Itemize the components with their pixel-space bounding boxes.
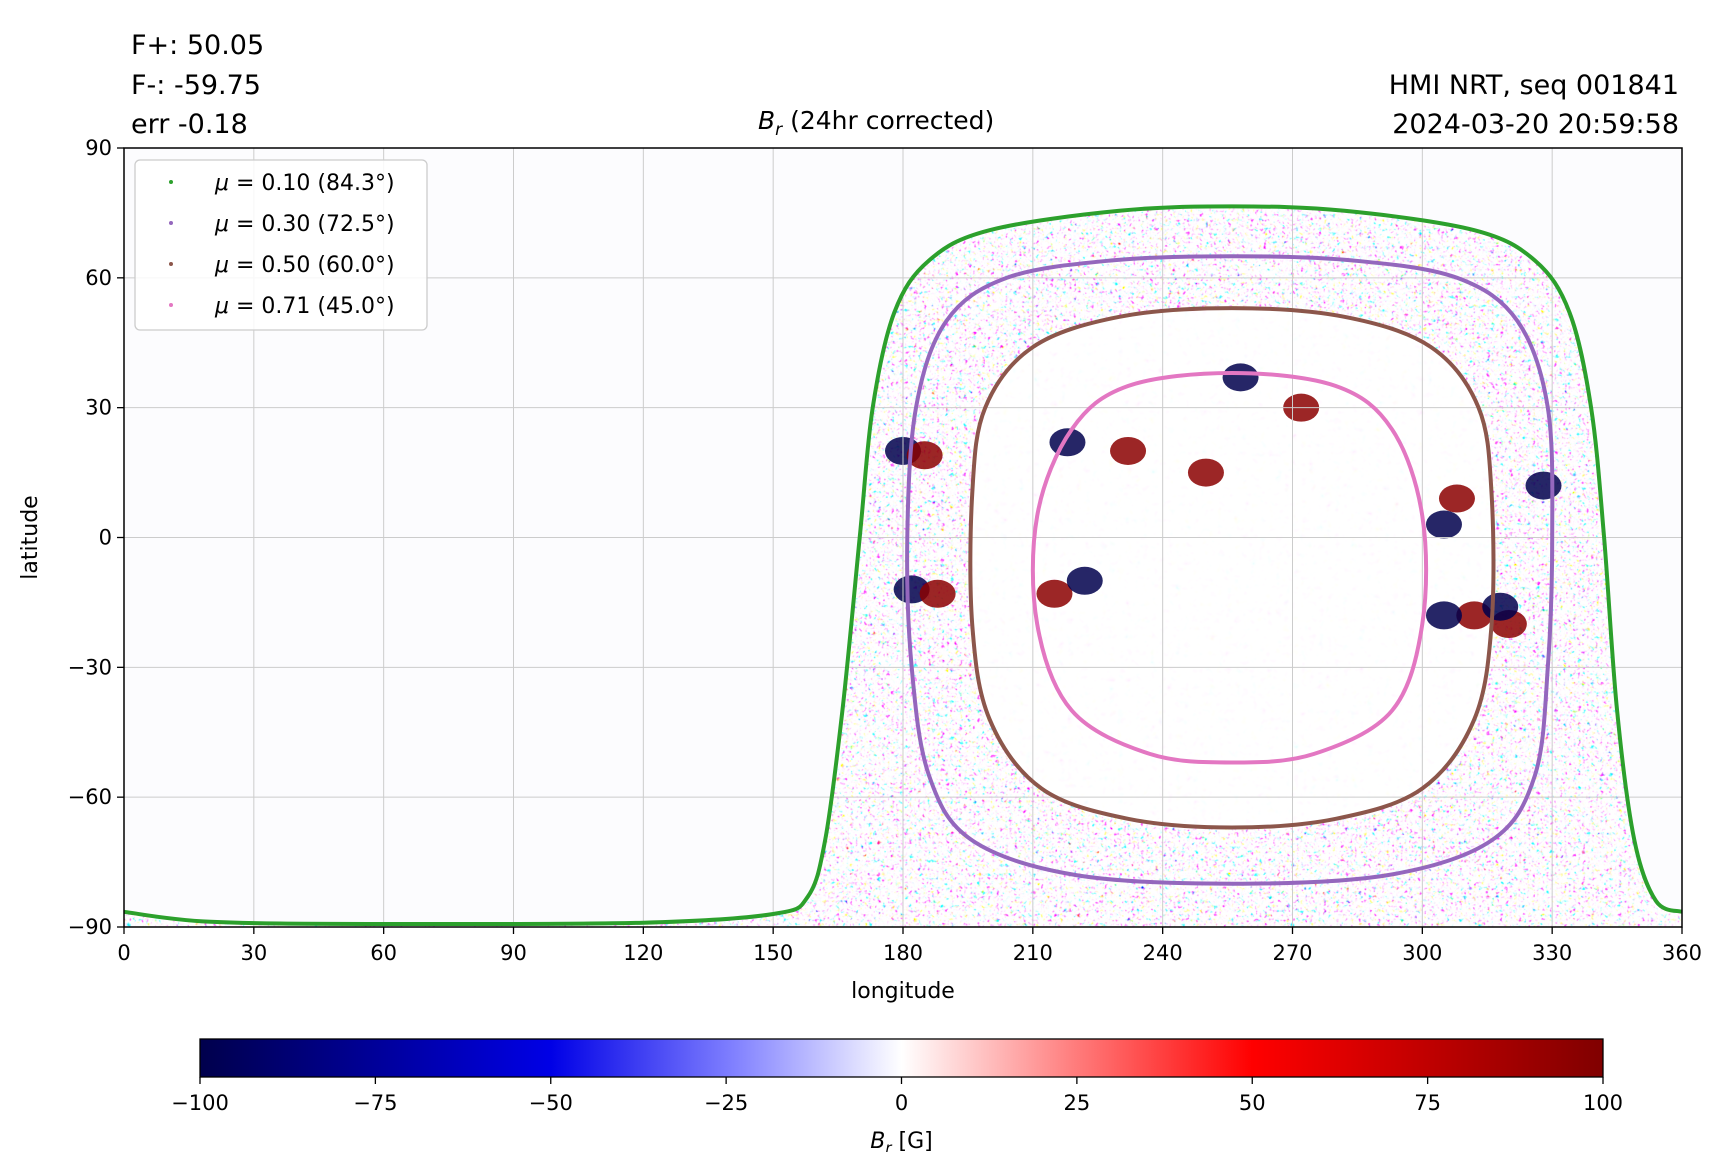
colorbar-gradient: [199, 1038, 1604, 1078]
colorbar-tick-label: 100: [1583, 1091, 1623, 1115]
x-tick-label: 150: [753, 941, 793, 965]
x-axis-title: longitude: [851, 979, 955, 1004]
legend: μ = 0.10 (84.3°)μ = 0.30 (72.5°)μ = 0.50…: [134, 159, 428, 331]
y-tick-label: −90: [68, 915, 112, 939]
legend-mu-symbol: μ: [214, 253, 229, 278]
y-tick-label: −60: [68, 785, 112, 809]
colorbar-tick-label: −25: [704, 1091, 748, 1115]
y-tick-label: −30: [68, 655, 112, 679]
y-tick-label: 90: [85, 136, 112, 160]
active-region-pos: [906, 441, 943, 470]
active-region-pos: [1036, 579, 1073, 608]
legend-mu-value: = 0.50 (60.0°): [229, 253, 395, 278]
chart-title: Br (24hr corrected): [758, 106, 994, 140]
disk-center-noise: [970, 308, 1494, 828]
x-tick-label: 90: [500, 941, 527, 965]
active-region-neg: [1222, 363, 1259, 392]
active-region-pos: [1110, 436, 1147, 465]
legend-label: μ = 0.10 (84.3°): [214, 171, 395, 196]
legend-mu-symbol: μ: [214, 212, 229, 237]
legend-box: [134, 159, 428, 331]
legend-label: μ = 0.50 (60.0°): [214, 253, 395, 278]
legend-mu-value: = 0.10 (84.3°): [229, 171, 395, 196]
x-tick-label: 270: [1272, 941, 1312, 965]
active-region-pos: [1438, 484, 1475, 513]
colorbar-tick-label: 0: [895, 1091, 908, 1115]
x-tick-label: 30: [240, 941, 267, 965]
instrument-label: HMI NRT, seq 001841: [1388, 70, 1679, 101]
contour-mu-050: [968, 306, 1496, 830]
x-tick-label: 360: [1662, 941, 1702, 965]
colorbar-tick-label: 50: [1239, 1091, 1266, 1115]
colorbar-label-symbol: B: [870, 1129, 885, 1152]
y-tick-label: 0: [99, 526, 112, 550]
legend-marker: [169, 303, 173, 307]
contour-mu-030: [905, 254, 1555, 886]
active-region-neg: [1066, 566, 1103, 595]
colorbar-tick-label: 25: [1064, 1091, 1091, 1115]
colorbar-tick-label: −100: [171, 1091, 229, 1115]
colorbar-label-unit: [G]: [892, 1129, 933, 1152]
active-region-neg: [1425, 601, 1462, 630]
active-region-pos: [919, 579, 956, 608]
x-tick-label: 0: [117, 941, 130, 965]
mu-contours: [124, 204, 1682, 927]
colorbar-tick-label: 75: [1414, 1091, 1441, 1115]
flux-error-label: err -0.18: [131, 109, 248, 140]
flux-positive-label: F+: 50.05: [131, 30, 265, 61]
active-region-neg: [1425, 510, 1462, 539]
colorbar-label: Br [G]: [870, 1129, 932, 1152]
active-region-pos: [1187, 458, 1224, 487]
x-tick-label: 210: [1013, 941, 1053, 965]
legend-marker: [169, 180, 173, 184]
x-tick-label: 180: [883, 941, 923, 965]
legend-label: μ = 0.30 (72.5°): [214, 212, 395, 237]
legend-mu-symbol: μ: [214, 294, 229, 319]
contour-mu-010: [124, 204, 1682, 927]
x-tick-label: 120: [623, 941, 663, 965]
legend-mu-value: = 0.71 (45.0°): [229, 294, 395, 319]
x-tick-label: 330: [1532, 941, 1572, 965]
colorbar-tick-label: −50: [529, 1091, 573, 1115]
legend-mu-symbol: μ: [214, 171, 229, 196]
disk-center-field: [970, 308, 1494, 828]
active-region-neg: [1482, 592, 1519, 621]
colorbar: −100 −75 −50 −25 0 25 50 75 100 Br [G]: [171, 1038, 1623, 1152]
legend-marker: [169, 262, 173, 266]
colorbar-tick-label: −75: [353, 1091, 397, 1115]
chart-title-text: (24hr corrected): [782, 106, 995, 135]
chart-title-symbol: B: [758, 106, 776, 135]
legend-label: μ = 0.71 (45.0°): [214, 294, 395, 319]
contour-mu-071: [1030, 370, 1429, 765]
x-tick-label: 300: [1402, 941, 1442, 965]
x-tick-label: 240: [1143, 941, 1183, 965]
flux-negative-label: F-: -59.75: [131, 70, 261, 101]
legend-mu-value: = 0.30 (72.5°): [229, 212, 395, 237]
y-tick-label: 60: [85, 266, 112, 290]
y-tick-label: 30: [85, 396, 112, 420]
x-tick-label: 60: [370, 941, 397, 965]
colorbar-label-subscript: r: [885, 1139, 892, 1152]
chart-title-subscript: r: [775, 120, 783, 140]
datetime-label: 2024-03-20 20:59:58: [1392, 109, 1679, 140]
y-axis-title: latitude: [18, 495, 43, 579]
active-region-neg: [1525, 471, 1562, 500]
legend-marker: [169, 221, 173, 225]
